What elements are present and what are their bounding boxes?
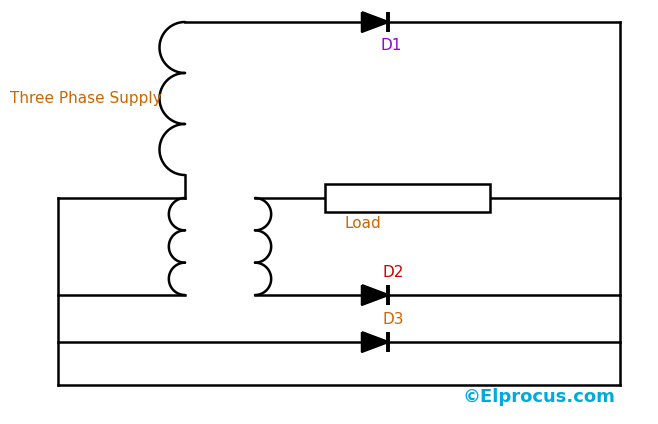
Polygon shape	[362, 332, 388, 352]
Polygon shape	[362, 12, 388, 32]
Text: Three Phase Supply: Three Phase Supply	[10, 92, 162, 106]
Text: D1: D1	[380, 38, 401, 53]
Text: D3: D3	[383, 312, 405, 327]
Text: D2: D2	[383, 265, 405, 280]
Text: ©Elprocus.com: ©Elprocus.com	[462, 388, 615, 406]
Text: Load: Load	[345, 216, 382, 231]
Polygon shape	[362, 285, 388, 305]
Bar	[325, 184, 490, 212]
